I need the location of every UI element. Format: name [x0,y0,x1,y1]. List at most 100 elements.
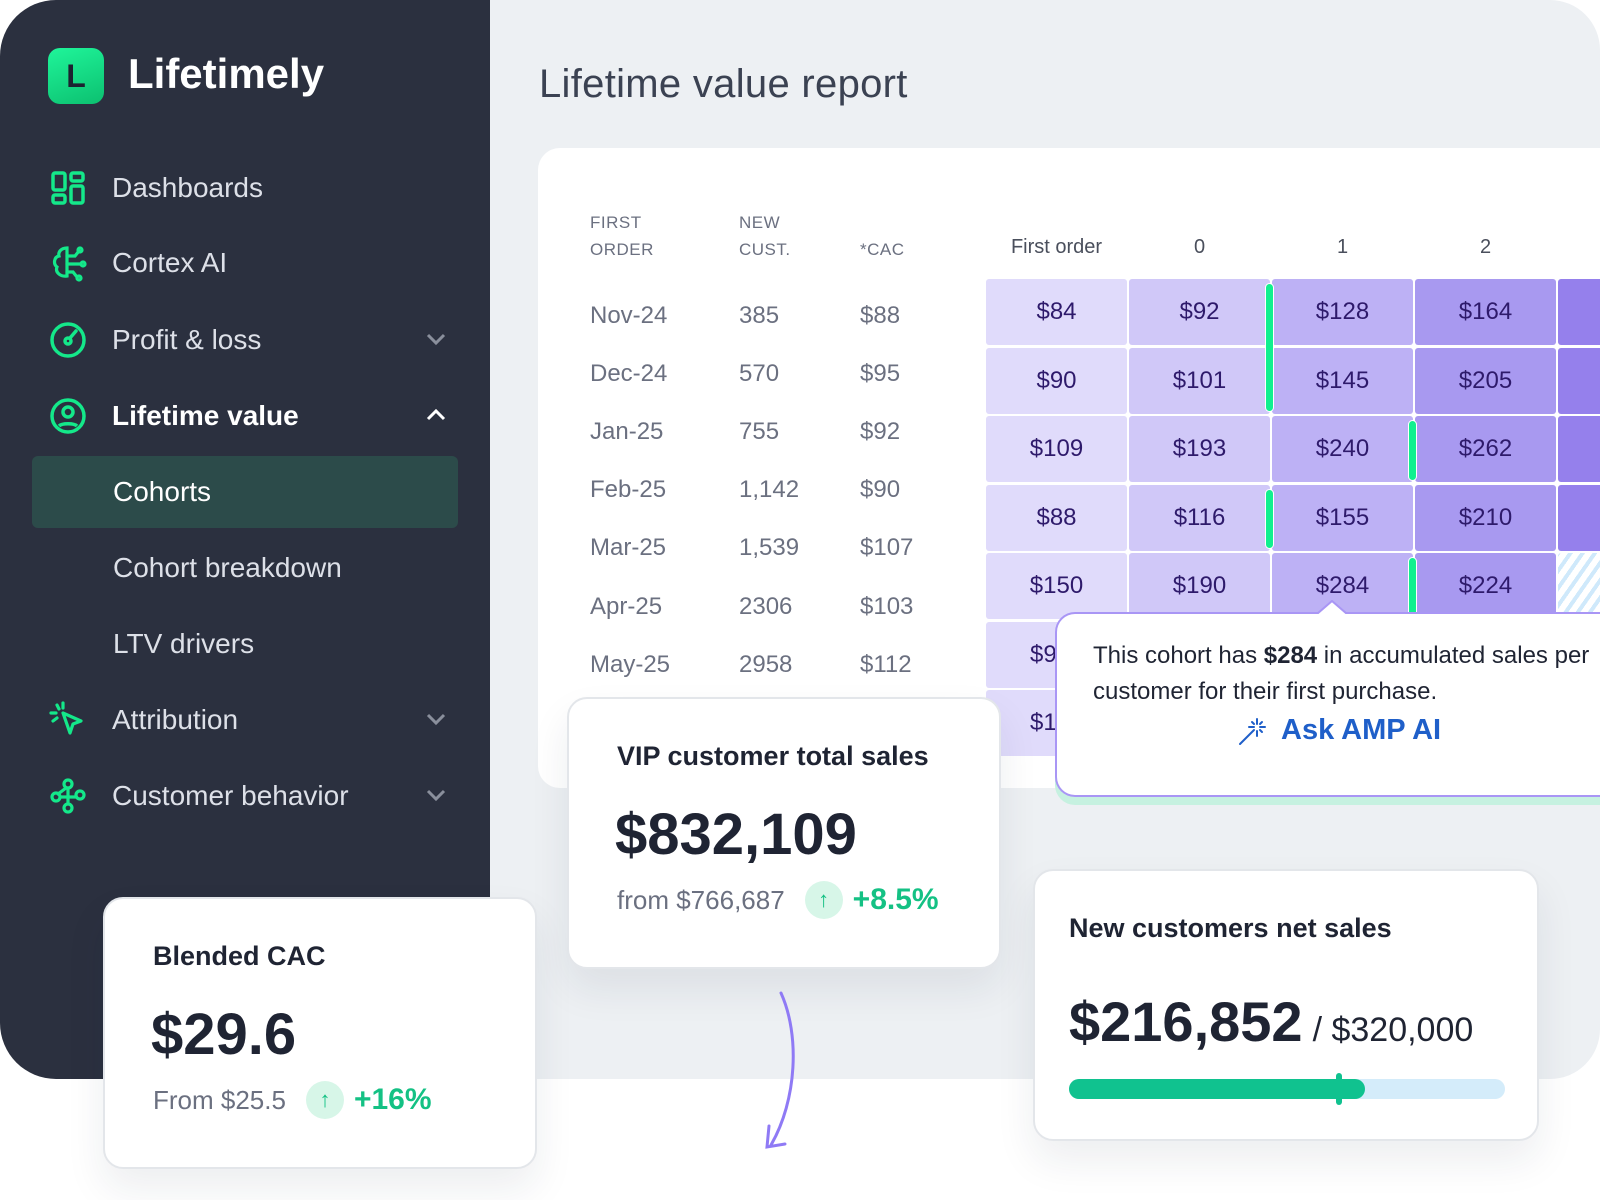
payback-marker [1265,283,1274,412]
cohort-cell[interactable]: $128 [1272,279,1413,345]
cohort-cell[interactable]: $116 [1129,484,1270,551]
cohort-cell[interactable]: $262 [1415,416,1556,482]
ask-amp-ai-button[interactable]: Ask AMP AI [1237,714,1441,747]
cohort-cell[interactable]: $155 [1272,484,1413,551]
arrow-up-icon: ↑ [804,881,843,919]
vip-sales-card: VIP customer total sales $832,109 from $… [567,697,1001,969]
sidebar-item-label: Dashboards [112,172,263,203]
cohort-cell[interactable]: $224 [1415,553,1556,619]
cohort-month: Feb-25 [590,476,667,503]
nodes-icon [48,776,88,816]
magic-wand-icon [1239,717,1266,745]
cohort-cell[interactable] [1558,347,1600,414]
blended-cac-card: Blended CAC $29.6 From $25.5 ↑ +16% [103,897,537,1169]
card-value: $832,109 [615,802,857,867]
card-from: From $25.5 [153,1084,286,1115]
chevron-up-icon[interactable] [424,403,448,427]
col-header-cac: *CAC [860,240,905,259]
lifetimely-logo: L [48,48,104,104]
chevron-down-icon[interactable] [424,783,448,807]
card-change: +8.5% [852,883,939,916]
cohort-cell[interactable]: $190 [1129,553,1270,619]
heat-col-header: 0 [1193,236,1206,258]
sidebar-item-cortex-ai[interactable]: Cortex AI [48,228,458,298]
curved-arrow-icon [765,991,795,1149]
cohort-new: 2306 [739,593,793,620]
cohort-cell[interactable]: $145 [1272,347,1413,414]
sidebar-item-profit-loss[interactable]: Profit & loss [48,305,458,375]
tooltip-text: This cohort has $284 in accumulated sale… [1093,642,1590,705]
arrow-up-icon: ↑ [305,1081,344,1119]
sidebar-subitem-cohorts[interactable]: Cohorts [32,456,458,528]
col-header-first-order: FIRST ORDER [590,213,654,259]
sidebar-item-label: Lifetime value [112,400,299,431]
cohort-cell[interactable] [1558,553,1600,619]
cohort-new: 755 [739,418,780,445]
cohort-cell[interactable]: $150 [986,553,1127,619]
cohort-month: Jan-25 [590,418,664,445]
cohort-cell[interactable]: $90 [986,347,1127,414]
cohort-cell[interactable] [1558,416,1600,482]
grid-icon [48,168,88,208]
cohort-new: 570 [739,360,780,387]
card-target: / $320,000 [1312,1011,1474,1049]
cohort-new: 2958 [739,651,793,678]
cohort-cac: $92 [860,418,901,445]
cohort-cell[interactable]: $92 [1129,279,1270,345]
heat-col-header: 1 [1336,236,1349,258]
gauge-icon [48,320,88,360]
app-name: Lifetimely [128,50,325,97]
cohort-new: 385 [739,302,780,329]
cohort-cac: $90 [860,476,901,503]
card-from: from $766,687 [617,884,785,915]
col-header-new-cust: NEW CUST. [739,213,791,259]
cohort-cell[interactable]: $193 [1129,416,1270,482]
cohort-month: Dec-24 [590,360,668,387]
cohort-tooltip: This cohort has $284 in accumulated sale… [1055,600,1600,797]
cohort-month: Nov-24 [590,302,668,329]
payback-marker [1265,488,1274,549]
cohort-cac: $88 [860,302,901,329]
sidebar-item-label: Profit & loss [112,324,262,355]
cohort-month: Apr-25 [590,593,663,620]
cohort-cac: $112 [860,651,912,678]
heat-col-header: 2 [1479,236,1492,258]
cohort-cac: $107 [860,534,914,561]
sidebar-item-label: Attribution [112,704,239,735]
cursor-click-icon [48,700,88,740]
cohort-cell[interactable]: $88 [986,484,1127,551]
sidebar-item-attribution[interactable]: Attribution [48,685,458,755]
cohort-new: 1,539 [739,534,800,561]
cohort-cell[interactable]: $84 [986,279,1127,345]
heat-col-header: First order [1010,236,1103,258]
new-customers-card: New customers net sales $216,852 / $320,… [1033,869,1539,1141]
cohort-cell[interactable]: $101 [1129,347,1270,414]
cohort-month: Mar-25 [590,534,667,561]
sidebar-item-dashboards[interactable]: Dashboards [48,153,458,223]
cohort-new: 1,142 [739,476,800,503]
chevron-down-icon[interactable] [424,707,448,731]
sidebar-subitem-ltv-drivers[interactable]: LTV drivers [113,628,255,659]
sidebar-item-label: Customer behavior [112,780,349,811]
card-title: Blended CAC [153,941,326,971]
sidebar-subitem-cohort-breakdown[interactable]: Cohort breakdown [113,552,342,583]
cohort-cell[interactable]: $109 [986,416,1127,482]
sales-progress-bar [1069,1073,1505,1105]
card-value: $29.6 [151,1002,297,1067]
cohort-cell[interactable] [1558,279,1600,345]
cohort-cac: $103 [860,593,914,620]
cohort-cell[interactable]: $210 [1415,484,1556,551]
chevron-down-icon[interactable] [424,327,448,351]
sidebar-item-lifetime-value[interactable]: Lifetime value [48,381,458,451]
card-title: New customers net sales [1069,913,1392,943]
brain-icon [48,243,88,283]
cohort-cell[interactable]: $284 [1272,553,1413,619]
card-title: VIP customer total sales [617,741,929,771]
sidebar-item-customer-behavior[interactable]: Customer behavior [48,761,458,831]
cohort-cac: $95 [860,360,901,387]
cohort-cell[interactable]: $205 [1415,347,1556,414]
cohort-cell[interactable]: $240 [1272,416,1413,482]
cohort-cell[interactable] [1558,484,1600,551]
cohort-cell[interactable]: $164 [1415,279,1556,345]
sidebar-item-label: Cortex AI [112,247,228,278]
